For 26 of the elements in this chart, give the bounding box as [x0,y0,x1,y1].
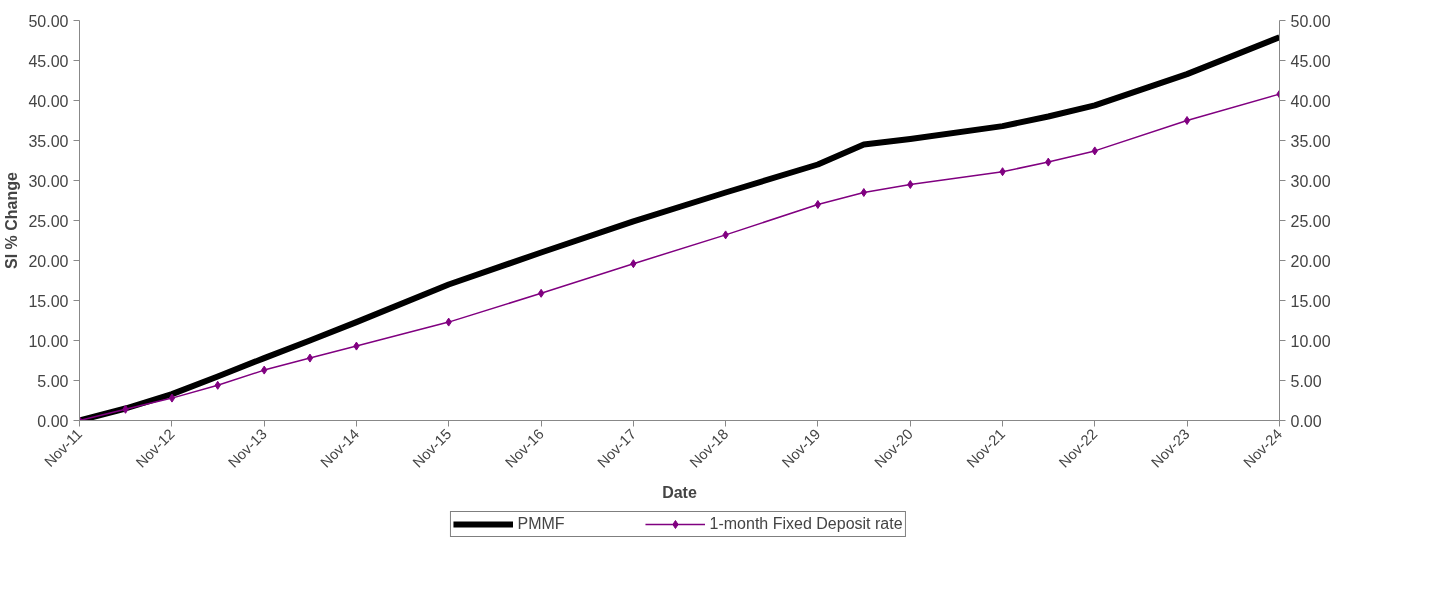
y-axis-title: SI % Change [3,171,21,269]
y2-tick-label: 25.00 [1290,212,1331,230]
y2-tick-label: 40.00 [1290,92,1331,110]
y-tick-label: 40.00 [28,92,69,110]
y2-tick-label: 35.00 [1290,132,1331,150]
y2-tick-label: 5.00 [1290,372,1322,390]
y2-tick-label: 15.00 [1290,292,1331,310]
y-tick-label: 20.00 [28,252,69,270]
x-axis-title: Date [662,484,697,502]
y2-tick-label: 45.00 [1290,52,1331,70]
y2-tick-label: 30.00 [1290,172,1331,190]
y2-tick-label: 20.00 [1290,252,1331,270]
y-tick-label: 5.00 [37,372,69,390]
y-tick-label: 30.00 [28,172,69,190]
legend-label: 1-month Fixed Deposit rate [709,515,903,533]
y-tick-label: 45.00 [28,52,69,70]
y-tick-label: 15.00 [28,292,69,310]
y-tick-label: 0.00 [37,412,69,430]
legend-label: PMMF [517,515,565,533]
y2-tick-label: 50.00 [1290,12,1331,30]
y-tick-label: 50.00 [28,12,69,30]
y-tick-label: 35.00 [28,132,69,150]
y-tick-label: 10.00 [28,332,69,350]
y2-tick-label: 10.00 [1290,332,1331,350]
y-tick-label: 25.00 [28,212,69,230]
y2-tick-label: 0.00 [1290,412,1322,430]
